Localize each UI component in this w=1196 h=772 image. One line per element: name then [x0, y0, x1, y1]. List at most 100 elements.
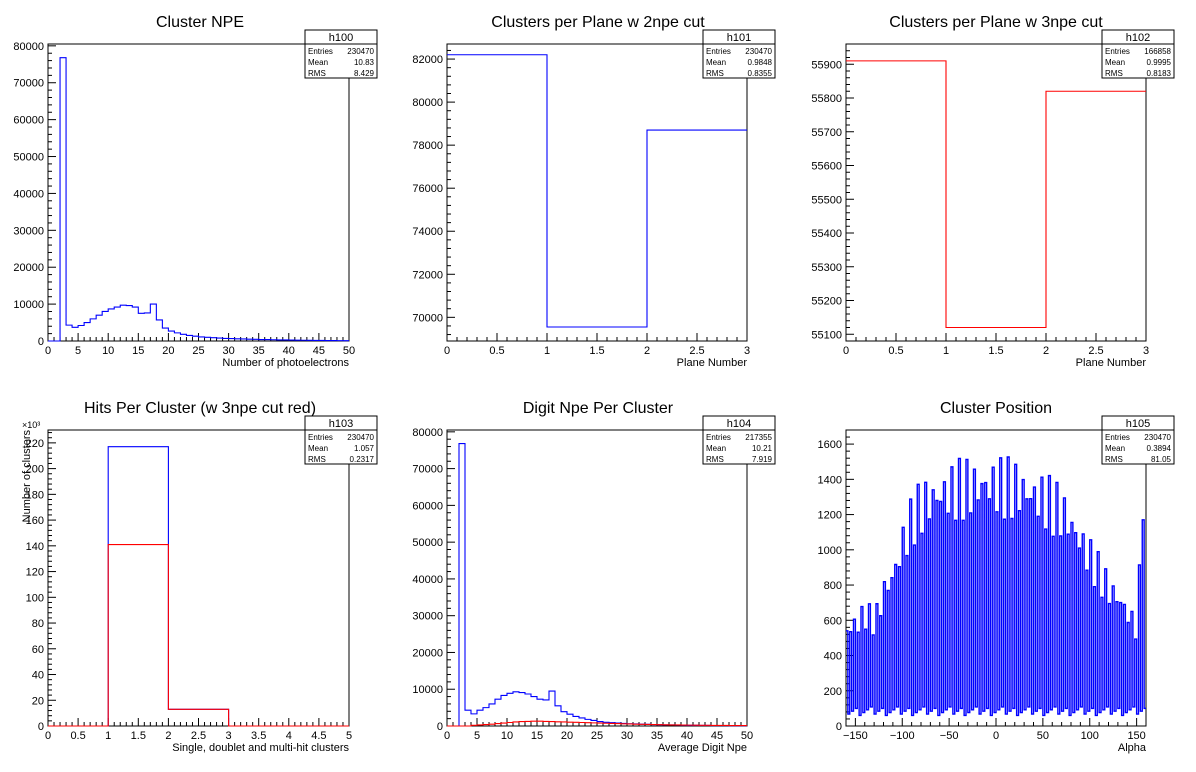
stats-box: h101 Entries 230470 Mean 0.9848 RMS 0.8355 — [702, 29, 776, 79]
y-tick-label: 80000 — [13, 41, 44, 53]
y-tick-label: 0 — [38, 721, 44, 733]
y-tick-label: 100 — [26, 592, 44, 604]
x-tick-label: 5 — [346, 730, 352, 742]
y-tick-label: 70000 — [412, 464, 443, 476]
y-tick-label: 0 — [836, 721, 842, 733]
x-tick-label: 0 — [444, 345, 450, 357]
stats-box: h100 Entries 230470 Mean 10.83 RMS 8.429 — [304, 29, 378, 79]
x-tick-label: 35 — [651, 730, 663, 742]
histogram-pad-h101: Clusters per Plane w 2npe cut 0 0.5 1 1.5 2 2.… — [412, 14, 776, 369]
stats-label-rms: RMS — [706, 69, 724, 78]
stats-value-mean: 1.057 — [354, 444, 375, 453]
histogram-pad-h104: Digit Npe Per Cluster 0 5 10 15 20 25 30 35 40 45 5… — [412, 400, 776, 754]
x-tick-label: 150 — [1127, 730, 1145, 742]
y-tick-label: 55300 — [811, 262, 842, 274]
y-tick-label: 55800 — [811, 93, 842, 105]
x-tick-label: 4 — [286, 730, 292, 742]
x-tick-label: 35 — [253, 345, 265, 357]
y-tick-label: 30000 — [412, 611, 443, 623]
stats-value-entries: 230470 — [1144, 433, 1171, 442]
chart-title: Cluster Position — [940, 400, 1052, 417]
y-tick-label: 400 — [824, 651, 842, 663]
x-tick-label: 40 — [283, 345, 295, 357]
y-axis-multiplier: ×10³ — [22, 420, 40, 430]
x-tick-label: 3 — [226, 730, 232, 742]
y-tick-label: 40000 — [412, 574, 443, 586]
x-tick-label: 2 — [1043, 345, 1049, 357]
x-tick-label: 0.5 — [70, 730, 85, 742]
x-tick-label: 15 — [132, 345, 144, 357]
x-axis-title: Plane Number — [677, 357, 748, 369]
histogram-series-0 — [48, 57, 349, 342]
x-tick-label: 1.5 — [131, 730, 146, 742]
x-tick-label: −100 — [890, 730, 915, 742]
stats-box: h103 Entries 230470 Mean 1.057 RMS 0.2317 — [304, 415, 378, 465]
stats-label-rms: RMS — [308, 69, 326, 78]
stats-histogram-name: h104 — [727, 418, 751, 430]
y-tick-label: 10000 — [412, 684, 443, 696]
stats-box: h102 Entries 166858 Mean 0.9995 RMS 0.8183 — [1101, 29, 1175, 79]
chart-title: Clusters per Plane w 2npe cut — [491, 14, 705, 31]
stats-label-rms: RMS — [308, 455, 326, 464]
stats-histogram-name: h102 — [1126, 32, 1150, 44]
x-tick-label: 40 — [681, 730, 693, 742]
histogram-series-0 — [846, 60, 1146, 329]
y-tick-label: 55100 — [811, 329, 842, 341]
y-tick-label: 1000 — [818, 545, 842, 557]
x-tick-label: 15 — [531, 730, 543, 742]
stats-value-mean: 10.21 — [752, 444, 773, 453]
x-tick-label: 1 — [105, 730, 111, 742]
stats-box-frame — [304, 415, 378, 465]
stats-value-rms: 81.05 — [1151, 455, 1172, 464]
y-tick-label: 60 — [32, 644, 44, 656]
x-tick-label: 5 — [75, 345, 81, 357]
y-tick-label: 20000 — [412, 647, 443, 659]
x-tick-label: 0.5 — [489, 345, 504, 357]
x-tick-label: 1.5 — [589, 345, 604, 357]
y-tick-label: 80000 — [412, 97, 443, 109]
stats-value-mean: 10.83 — [354, 58, 375, 67]
y-tick-label: 30000 — [13, 225, 44, 237]
stats-label-entries: Entries — [308, 47, 333, 56]
y-tick-label: 140 — [26, 541, 44, 553]
y-tick-label: 800 — [824, 580, 842, 592]
stats-value-rms: 7.919 — [752, 455, 773, 464]
stats-histogram-name: h105 — [1126, 418, 1150, 430]
stats-label-mean: Mean — [706, 444, 726, 453]
x-axis-title: Plane Number — [1076, 357, 1147, 369]
histogram-pad-h100: Cluster NPE 0 5 10 15 20 25 30 35 40 45 50 0 10000 200… — [13, 14, 378, 369]
stats-value-entries: 230470 — [347, 433, 374, 442]
chart-title: Digit Npe Per Cluster — [523, 400, 674, 417]
x-tick-label: 2.5 — [1088, 345, 1103, 357]
y-tick-label: 40000 — [13, 188, 44, 200]
plot-frame — [446, 43, 748, 342]
stats-value-rms: 8.429 — [354, 69, 375, 78]
stats-label-entries: Entries — [1105, 47, 1130, 56]
chart-title: Hits Per Cluster (w 3npe cut red) — [84, 400, 316, 417]
histogram-pad-h103: Hits Per Cluster (w 3npe cut red) 0 0.5 1 1.… — [21, 400, 378, 754]
stats-value-rms: 0.2317 — [350, 455, 375, 464]
stats-box: h105 Entries 230470 Mean 0.3894 RMS 81.05 — [1101, 415, 1175, 465]
y-tick-label: 50000 — [412, 537, 443, 549]
x-tick-label: 1.5 — [988, 345, 1003, 357]
x-tick-label: 0 — [45, 345, 51, 357]
stats-value-entries: 230470 — [347, 47, 374, 56]
y-tick-label: 55900 — [811, 59, 842, 71]
x-tick-label: 50 — [1037, 730, 1049, 742]
x-tick-label: 30 — [621, 730, 633, 742]
x-tick-label: 3 — [1143, 345, 1149, 357]
y-tick-label: 55600 — [811, 161, 842, 173]
x-tick-label: 50 — [741, 730, 753, 742]
histogram-pad-h105: Cluster Position −150 −100 −50 0 50 100 150 0 200… — [818, 400, 1175, 754]
y-tick-label: 220 — [26, 438, 44, 450]
stats-box-frame — [1101, 29, 1175, 79]
y-tick-label: 180 — [26, 489, 44, 501]
stats-label-entries: Entries — [706, 47, 731, 56]
y-tick-label: 160 — [26, 515, 44, 527]
y-tick-label: 60000 — [13, 115, 44, 127]
stats-label-rms: RMS — [706, 455, 724, 464]
y-tick-label: 1400 — [818, 474, 842, 486]
x-tick-label: 1 — [544, 345, 550, 357]
stats-histogram-name: h103 — [329, 418, 353, 430]
stats-value-rms: 0.8355 — [748, 69, 773, 78]
